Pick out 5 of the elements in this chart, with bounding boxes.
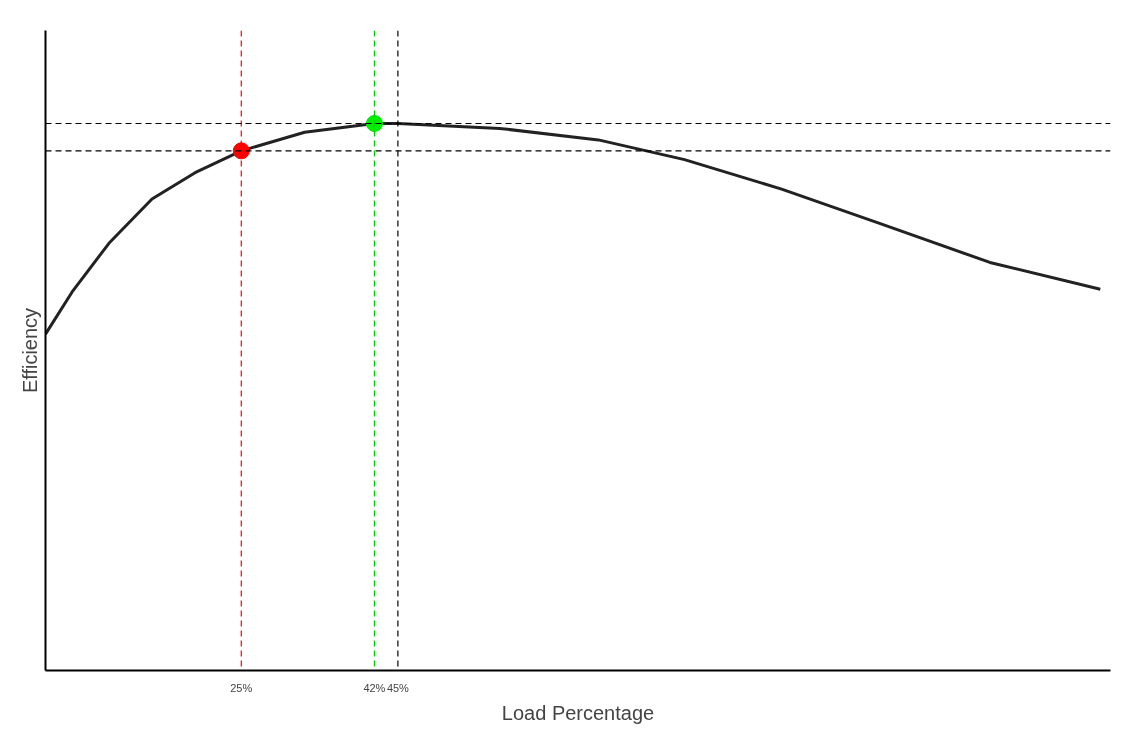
x-tick-label: 45% [386, 681, 410, 694]
y-axis-title: Efficiency [18, 307, 41, 394]
x-tick-label: 25% [230, 681, 253, 694]
x-axis-title: Load Percentage [501, 701, 655, 724]
x-tick-label: 42% [363, 681, 386, 694]
